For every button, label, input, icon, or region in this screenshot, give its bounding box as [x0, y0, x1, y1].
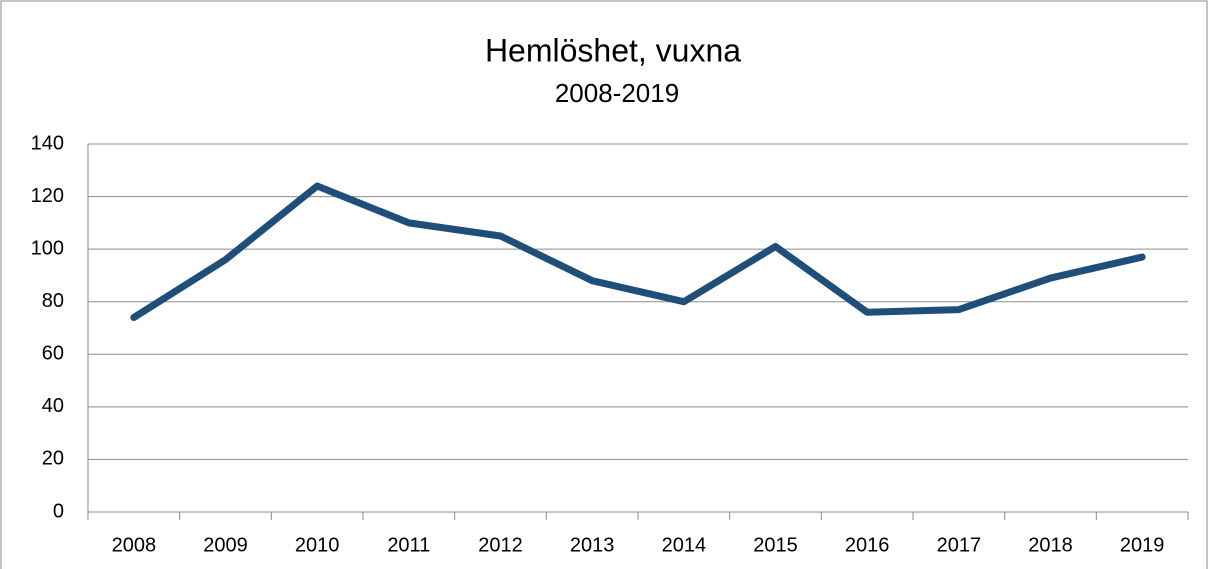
chart-title: Hemlöshet, vuxna	[485, 32, 741, 68]
x-tick-label: 2011	[387, 534, 430, 556]
y-tick-label: 40	[42, 395, 64, 417]
x-tick-label: 2016	[845, 534, 890, 556]
y-tick-label: 100	[31, 237, 64, 259]
x-tick-label: 2018	[1028, 534, 1073, 556]
y-tick-label: 0	[53, 500, 64, 522]
x-tick-label: 2013	[570, 534, 615, 556]
x-tick-label: 2012	[478, 534, 523, 556]
x-tick-label: 2017	[937, 534, 982, 556]
y-tick-label: 60	[42, 343, 64, 365]
x-tick-label: 2008	[112, 534, 157, 556]
line	[130, 182, 1146, 321]
x-tick-label: 2014	[662, 534, 707, 556]
chart-subtitle: 2008-2019	[555, 78, 679, 108]
x-tick-label: 2015	[753, 534, 798, 556]
x-tick-label: 2019	[1120, 534, 1165, 556]
x-tick-label: 2009	[203, 534, 248, 556]
y-tick-label: 20	[42, 448, 64, 470]
y-tick-label: 120	[31, 185, 64, 207]
y-tick-label: 80	[42, 290, 64, 312]
x-tick-label: 2010	[295, 534, 340, 556]
y-tick-label: 140	[31, 132, 64, 154]
